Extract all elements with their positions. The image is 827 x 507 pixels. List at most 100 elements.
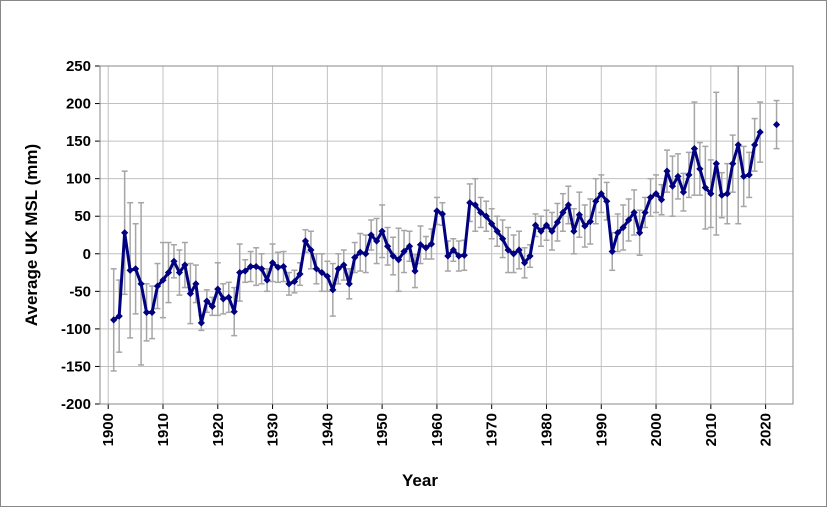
data-point	[236, 268, 244, 277]
x-axis-label: Year	[402, 471, 438, 490]
data-point	[455, 252, 463, 260]
data-point	[115, 312, 123, 320]
data-point	[504, 246, 512, 254]
data-point	[110, 316, 118, 324]
y-tick-label: 100	[66, 171, 91, 188]
data-point	[553, 218, 562, 226]
data-point	[740, 172, 748, 181]
data-point	[285, 280, 293, 288]
data-point	[668, 182, 677, 190]
data-point	[625, 216, 633, 224]
data-point	[148, 308, 156, 316]
y-tick-label: 0	[83, 246, 91, 263]
data-point	[378, 227, 386, 235]
data-point	[652, 190, 660, 198]
data-point	[137, 280, 145, 288]
y-tick-label: -50	[69, 283, 91, 300]
x-tick-label: 1970	[484, 413, 501, 446]
x-tick-label: 1960	[429, 413, 446, 446]
data-point	[323, 272, 331, 280]
data-point	[279, 262, 288, 271]
data-point	[718, 191, 726, 199]
data-point	[641, 208, 649, 217]
x-tick-label: 1910	[155, 413, 172, 446]
data-point	[175, 268, 184, 277]
y-tick-label: 200	[66, 96, 91, 113]
data-point	[301, 237, 310, 245]
data-point	[745, 171, 753, 179]
data-point	[126, 266, 134, 274]
data-point	[493, 227, 501, 235]
x-tick-label: 2010	[703, 413, 720, 446]
data-point	[690, 145, 698, 153]
data-point	[488, 220, 496, 228]
x-tick-label: 1940	[319, 413, 336, 446]
x-tick-label: 1980	[538, 413, 555, 446]
data-point	[416, 241, 425, 249]
data-point	[230, 308, 238, 316]
data-point	[449, 246, 457, 254]
y-tick-label: -100	[61, 321, 91, 338]
data-point	[548, 227, 556, 235]
data-point	[696, 165, 704, 173]
y-tick-label: -200	[61, 396, 91, 413]
plot-border	[99, 65, 794, 405]
data-point	[482, 212, 490, 220]
data-point	[427, 240, 436, 248]
x-tick-label: 2000	[648, 413, 665, 446]
data-point	[362, 250, 370, 258]
data-point	[575, 211, 583, 219]
data-point	[351, 253, 359, 262]
data-point	[164, 268, 173, 277]
data-point	[400, 247, 408, 256]
data-point	[203, 297, 211, 305]
y-axis-label: Average UK MSL (mm)	[22, 144, 41, 326]
data-point	[159, 276, 167, 284]
data-point	[334, 265, 342, 273]
data-point	[384, 242, 392, 250]
data-point	[723, 190, 731, 198]
data-point	[772, 120, 781, 129]
data-point	[520, 259, 529, 267]
data-point	[592, 197, 600, 205]
data-point	[405, 242, 414, 250]
data-point	[466, 199, 474, 207]
data-point	[389, 252, 397, 260]
data-point	[345, 280, 353, 288]
data-point	[756, 128, 764, 136]
data-point	[597, 190, 605, 198]
data-point	[274, 263, 282, 271]
data-point	[214, 285, 222, 293]
data-point	[247, 262, 255, 271]
data-point	[712, 160, 720, 168]
data-point	[444, 252, 452, 260]
data-point	[751, 141, 759, 149]
data-point	[296, 270, 304, 278]
data-point	[531, 221, 540, 229]
data-point	[208, 302, 216, 310]
data-point	[181, 261, 189, 269]
data-point	[603, 197, 611, 205]
data-point	[153, 282, 162, 290]
data-point	[559, 208, 567, 217]
data-point	[734, 141, 742, 149]
data-point	[121, 229, 129, 237]
x-tick-label: 1990	[593, 413, 610, 446]
data-point	[367, 231, 375, 239]
data-point	[630, 208, 638, 217]
y-tick-label: 250	[66, 58, 91, 75]
data-point	[537, 227, 545, 235]
data-point	[142, 308, 151, 316]
data-point	[307, 246, 315, 254]
data-point	[581, 222, 589, 230]
data-point	[663, 167, 671, 175]
data-point	[586, 217, 594, 226]
data-point	[356, 248, 364, 256]
data-point	[636, 229, 644, 237]
data-point	[515, 246, 523, 254]
x-tick-label: 1900	[100, 413, 117, 446]
data-point	[679, 188, 688, 196]
data-point	[170, 257, 178, 265]
data-point	[674, 172, 682, 181]
